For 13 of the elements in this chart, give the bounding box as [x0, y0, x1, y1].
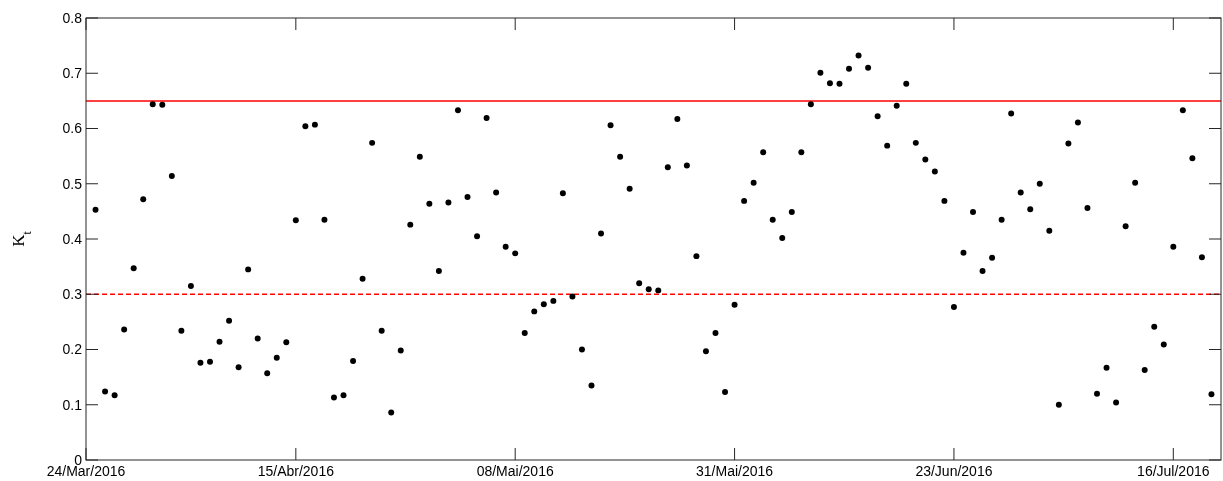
x-tick-label: 15/Abr/2016: [257, 463, 335, 479]
y-tick-label: 0.6: [62, 120, 83, 137]
x-tick-label: 08/Mai/2016: [476, 463, 554, 479]
y-tick-label: 0.7: [62, 65, 83, 82]
y-tick-label: 0.5: [62, 175, 83, 192]
y-tick-label: 0.4: [62, 230, 83, 247]
x-tick-label: 23/Jun/2016: [915, 463, 993, 479]
y-tick-label: 0.8: [62, 9, 83, 26]
x-tick-label: 31/Mai/2016: [696, 463, 774, 479]
x-tick-label: 16/Jul/2016: [1137, 463, 1210, 479]
y-tick-label: 0.3: [62, 286, 83, 303]
y-tick-label: 0.1: [62, 396, 83, 413]
y-tick-label: 0.2: [62, 341, 83, 358]
